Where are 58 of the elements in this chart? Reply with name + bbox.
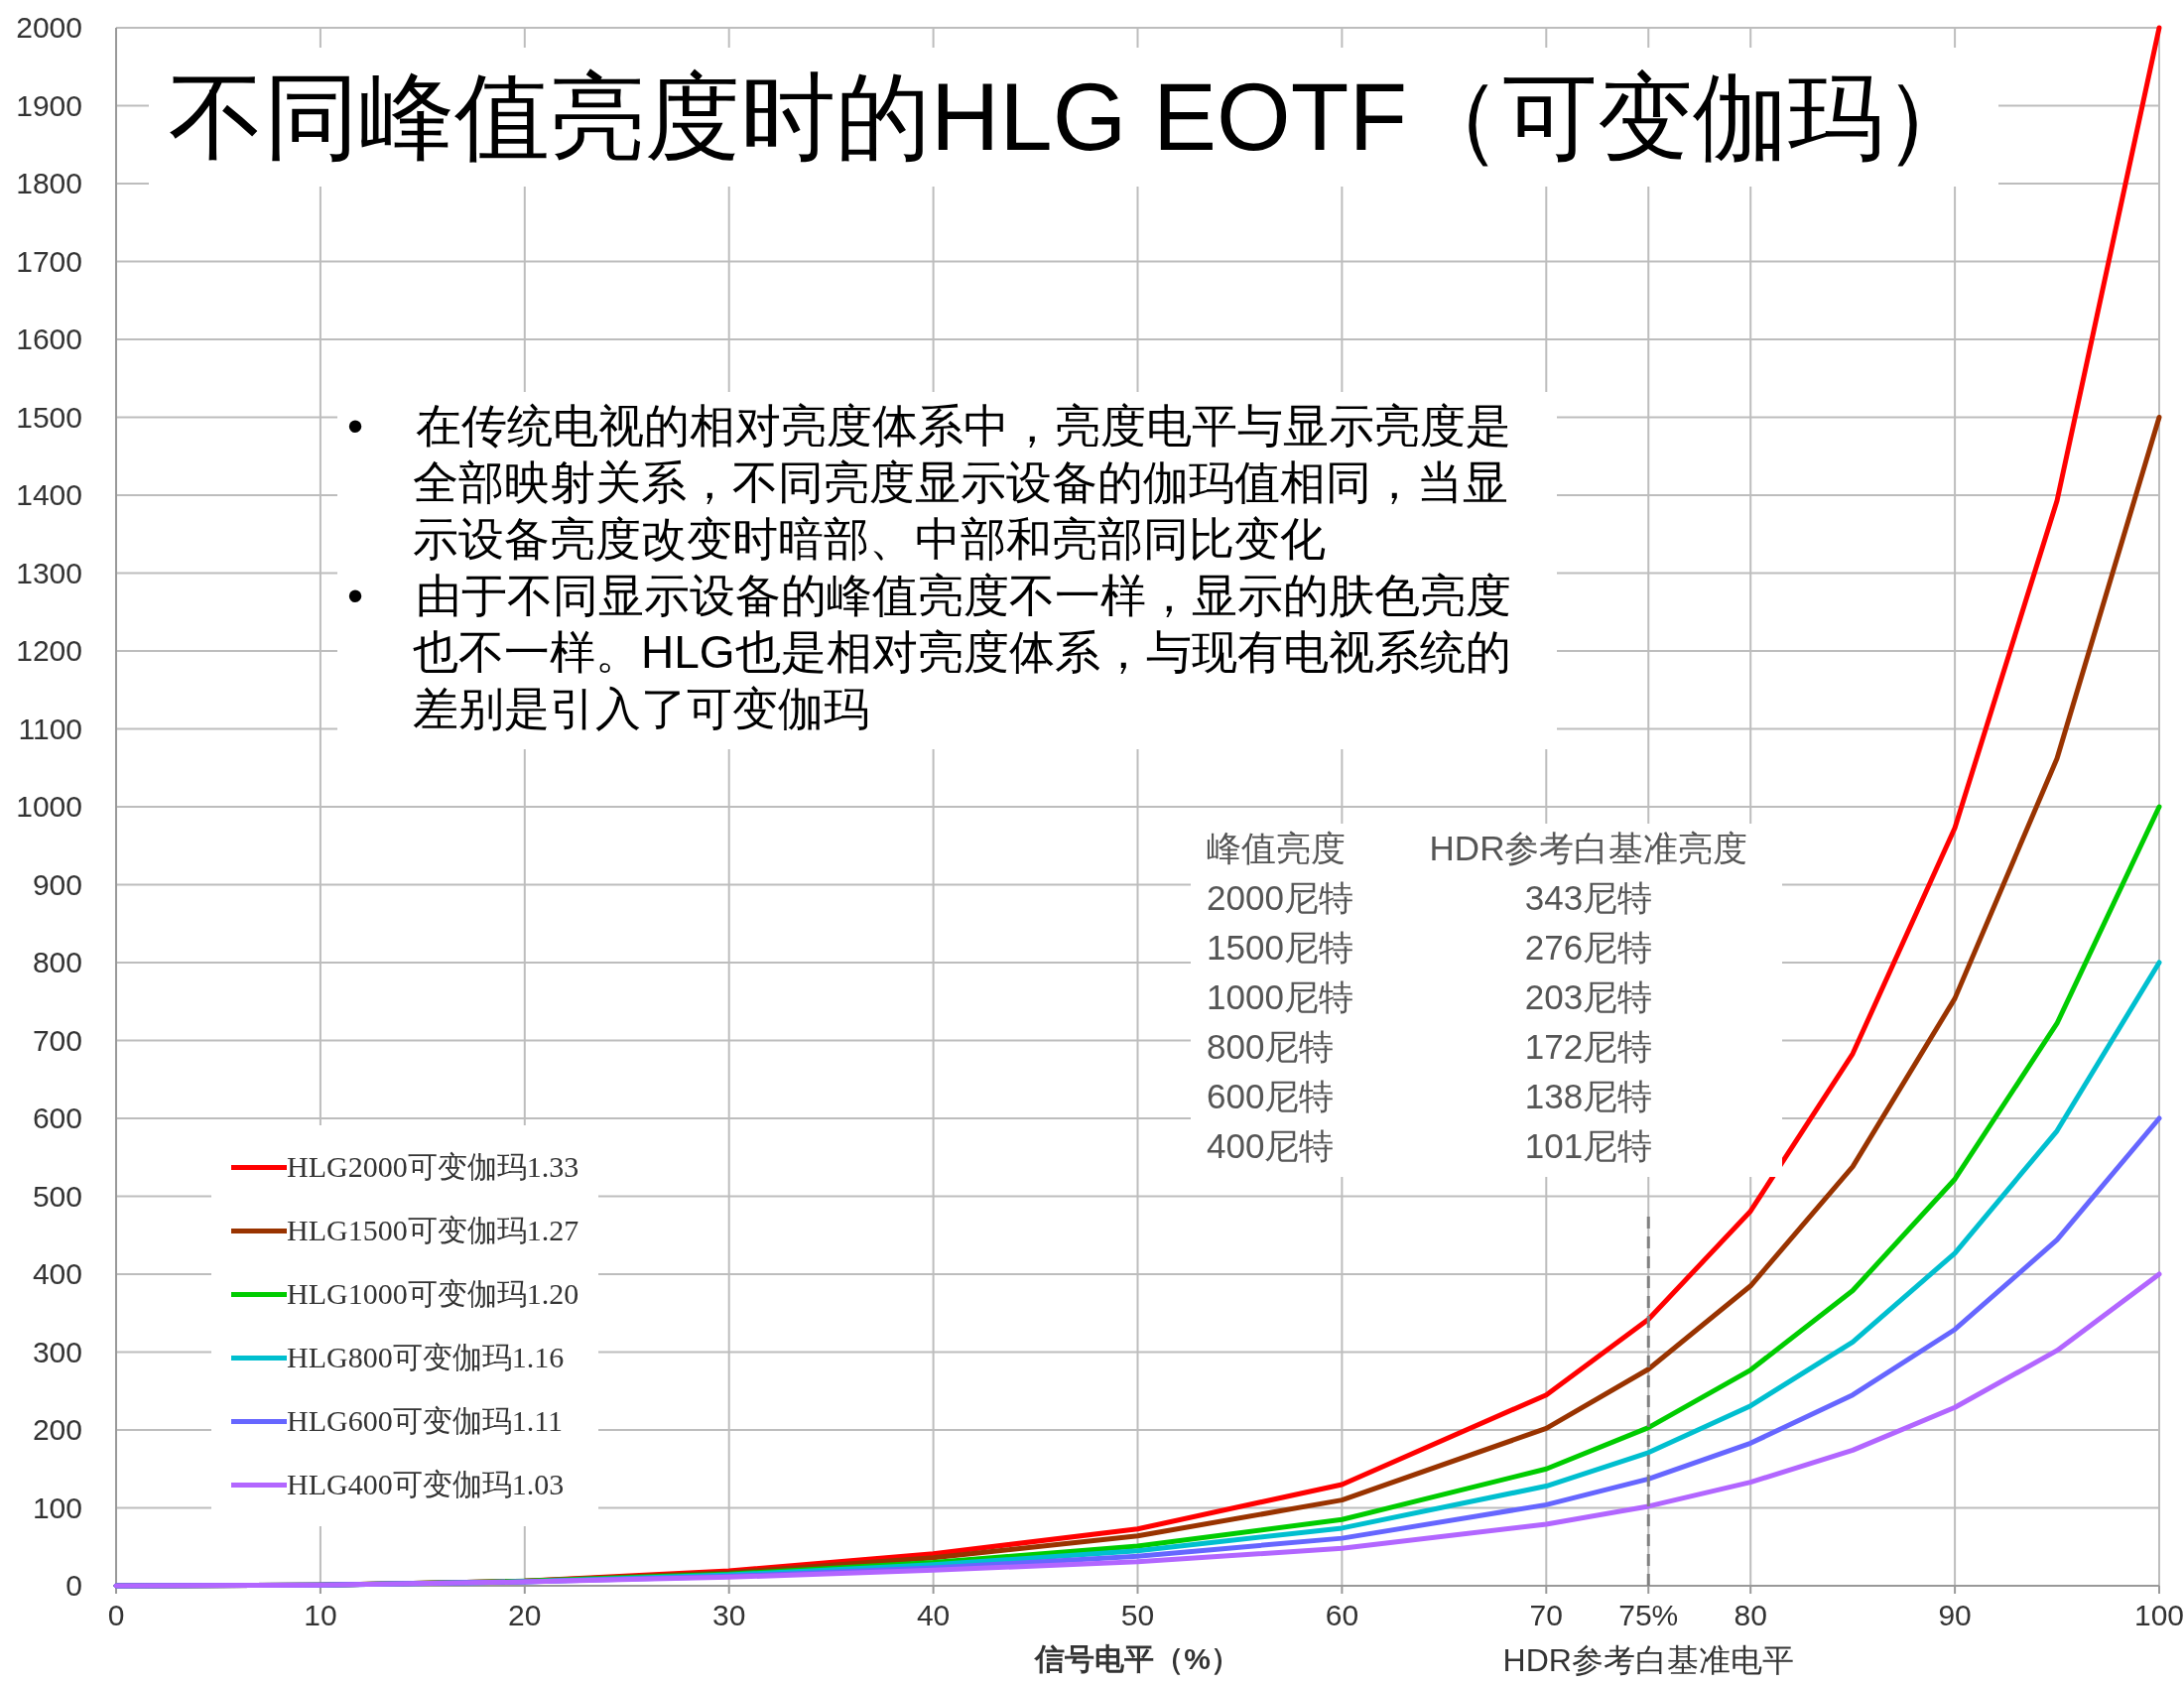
legend-label: HLG1500可变伽玛1.27 [287,1212,579,1248]
annotation: • 在传统电视的相对亮度体系中，亮度电平与显示亮度是全部映射关系，不同亮度显示设备的伽玛值相同，当显示设备亮度改变时暗部、中部和亮部同比变化 [347,399,1512,567]
y-tick-label: 200 [32,1413,82,1446]
y-tick-label: 1400 [16,478,82,511]
x-axis-title: 信号电平（%） [1034,1642,1240,1675]
x-tick-label: 0 [107,1599,125,1631]
y-tick-label: 1600 [16,323,82,355]
chart-title: 不同峰值亮度时的HLG EOTF（可变伽玛） [149,48,1999,187]
annotation: 276尼特 [1523,927,1654,969]
annotation: HDR参考白基准亮度 [1428,828,1749,869]
x-tick-label: 100 [2133,1599,2184,1631]
annotation: 400尼特 [1207,1125,1336,1167]
x-tick-label: 80 [1734,1599,1767,1631]
x-tick-label: 30 [712,1599,746,1631]
annotation: 138尼特 [1523,1076,1654,1117]
annotation: 203尼特 [1523,976,1654,1018]
y-tick-label: 900 [32,867,82,901]
legend-label: HLG400可变伽玛1.03 [287,1466,565,1502]
legend-label: HLG600可变伽玛1.11 [287,1402,564,1439]
x-tick-label: 10 [304,1599,337,1631]
y-tick-label: 1300 [16,556,82,589]
annotation: 峰值亮度 [1207,828,1347,869]
legend-label: HLG2000可变伽玛1.33 [287,1148,579,1185]
annotation: 800尼特 [1207,1026,1336,1068]
annotation: 172尼特 [1523,1026,1654,1068]
legend-label: HLG800可变伽玛1.16 [287,1339,565,1375]
y-tick-label: 1100 [18,712,82,745]
y-tick-label: 0 [65,1569,82,1602]
y-tick-label: 500 [32,1179,82,1213]
annotation: 2000尼特 [1207,877,1354,919]
x-tick-label: 40 [916,1599,951,1631]
x-tick-label: 20 [508,1599,542,1631]
annotation: 343尼特 [1523,877,1654,919]
x-tick-label: 90 [1938,1599,1972,1631]
y-tick-label: 1200 [16,634,82,667]
annotation: • 由于不同显示设备的峰值亮度不一样，显示的肤色亮度也不一样。HLG也是相对亮度体系，与现有电视系统的差别是引入了可变伽玛 [347,569,1512,736]
y-tick-label: 1700 [16,244,82,278]
x-tick-label: 60 [1325,1599,1359,1631]
y-tick-label: 600 [32,1102,82,1134]
y-tick-label: 300 [32,1335,82,1368]
x-tick-label: 50 [1120,1599,1155,1631]
x-tick-label: 75% [1618,1599,1679,1631]
y-tick-label: 1800 [16,167,82,199]
y-tick-label: 400 [32,1257,82,1290]
annotation: 600尼特 [1207,1076,1336,1117]
y-tick-label: 2000 [16,11,82,44]
y-tick-label: 1000 [16,790,82,823]
annotation: 1500尼特 [1207,927,1354,969]
ref-line-label: HDR参考白基准电平 [1502,1642,1794,1678]
y-tick-label: 700 [32,1023,82,1057]
legend-label: HLG1000可变伽玛1.20 [287,1275,579,1312]
annotation: 101尼特 [1523,1125,1654,1167]
y-tick-label: 100 [32,1491,82,1524]
y-tick-label: 1900 [16,88,82,122]
annotation: 1000尼特 [1207,976,1354,1018]
y-tick-label: 1500 [16,400,82,434]
y-tick-label: 800 [32,946,82,978]
x-tick-label: 70 [1529,1599,1563,1631]
